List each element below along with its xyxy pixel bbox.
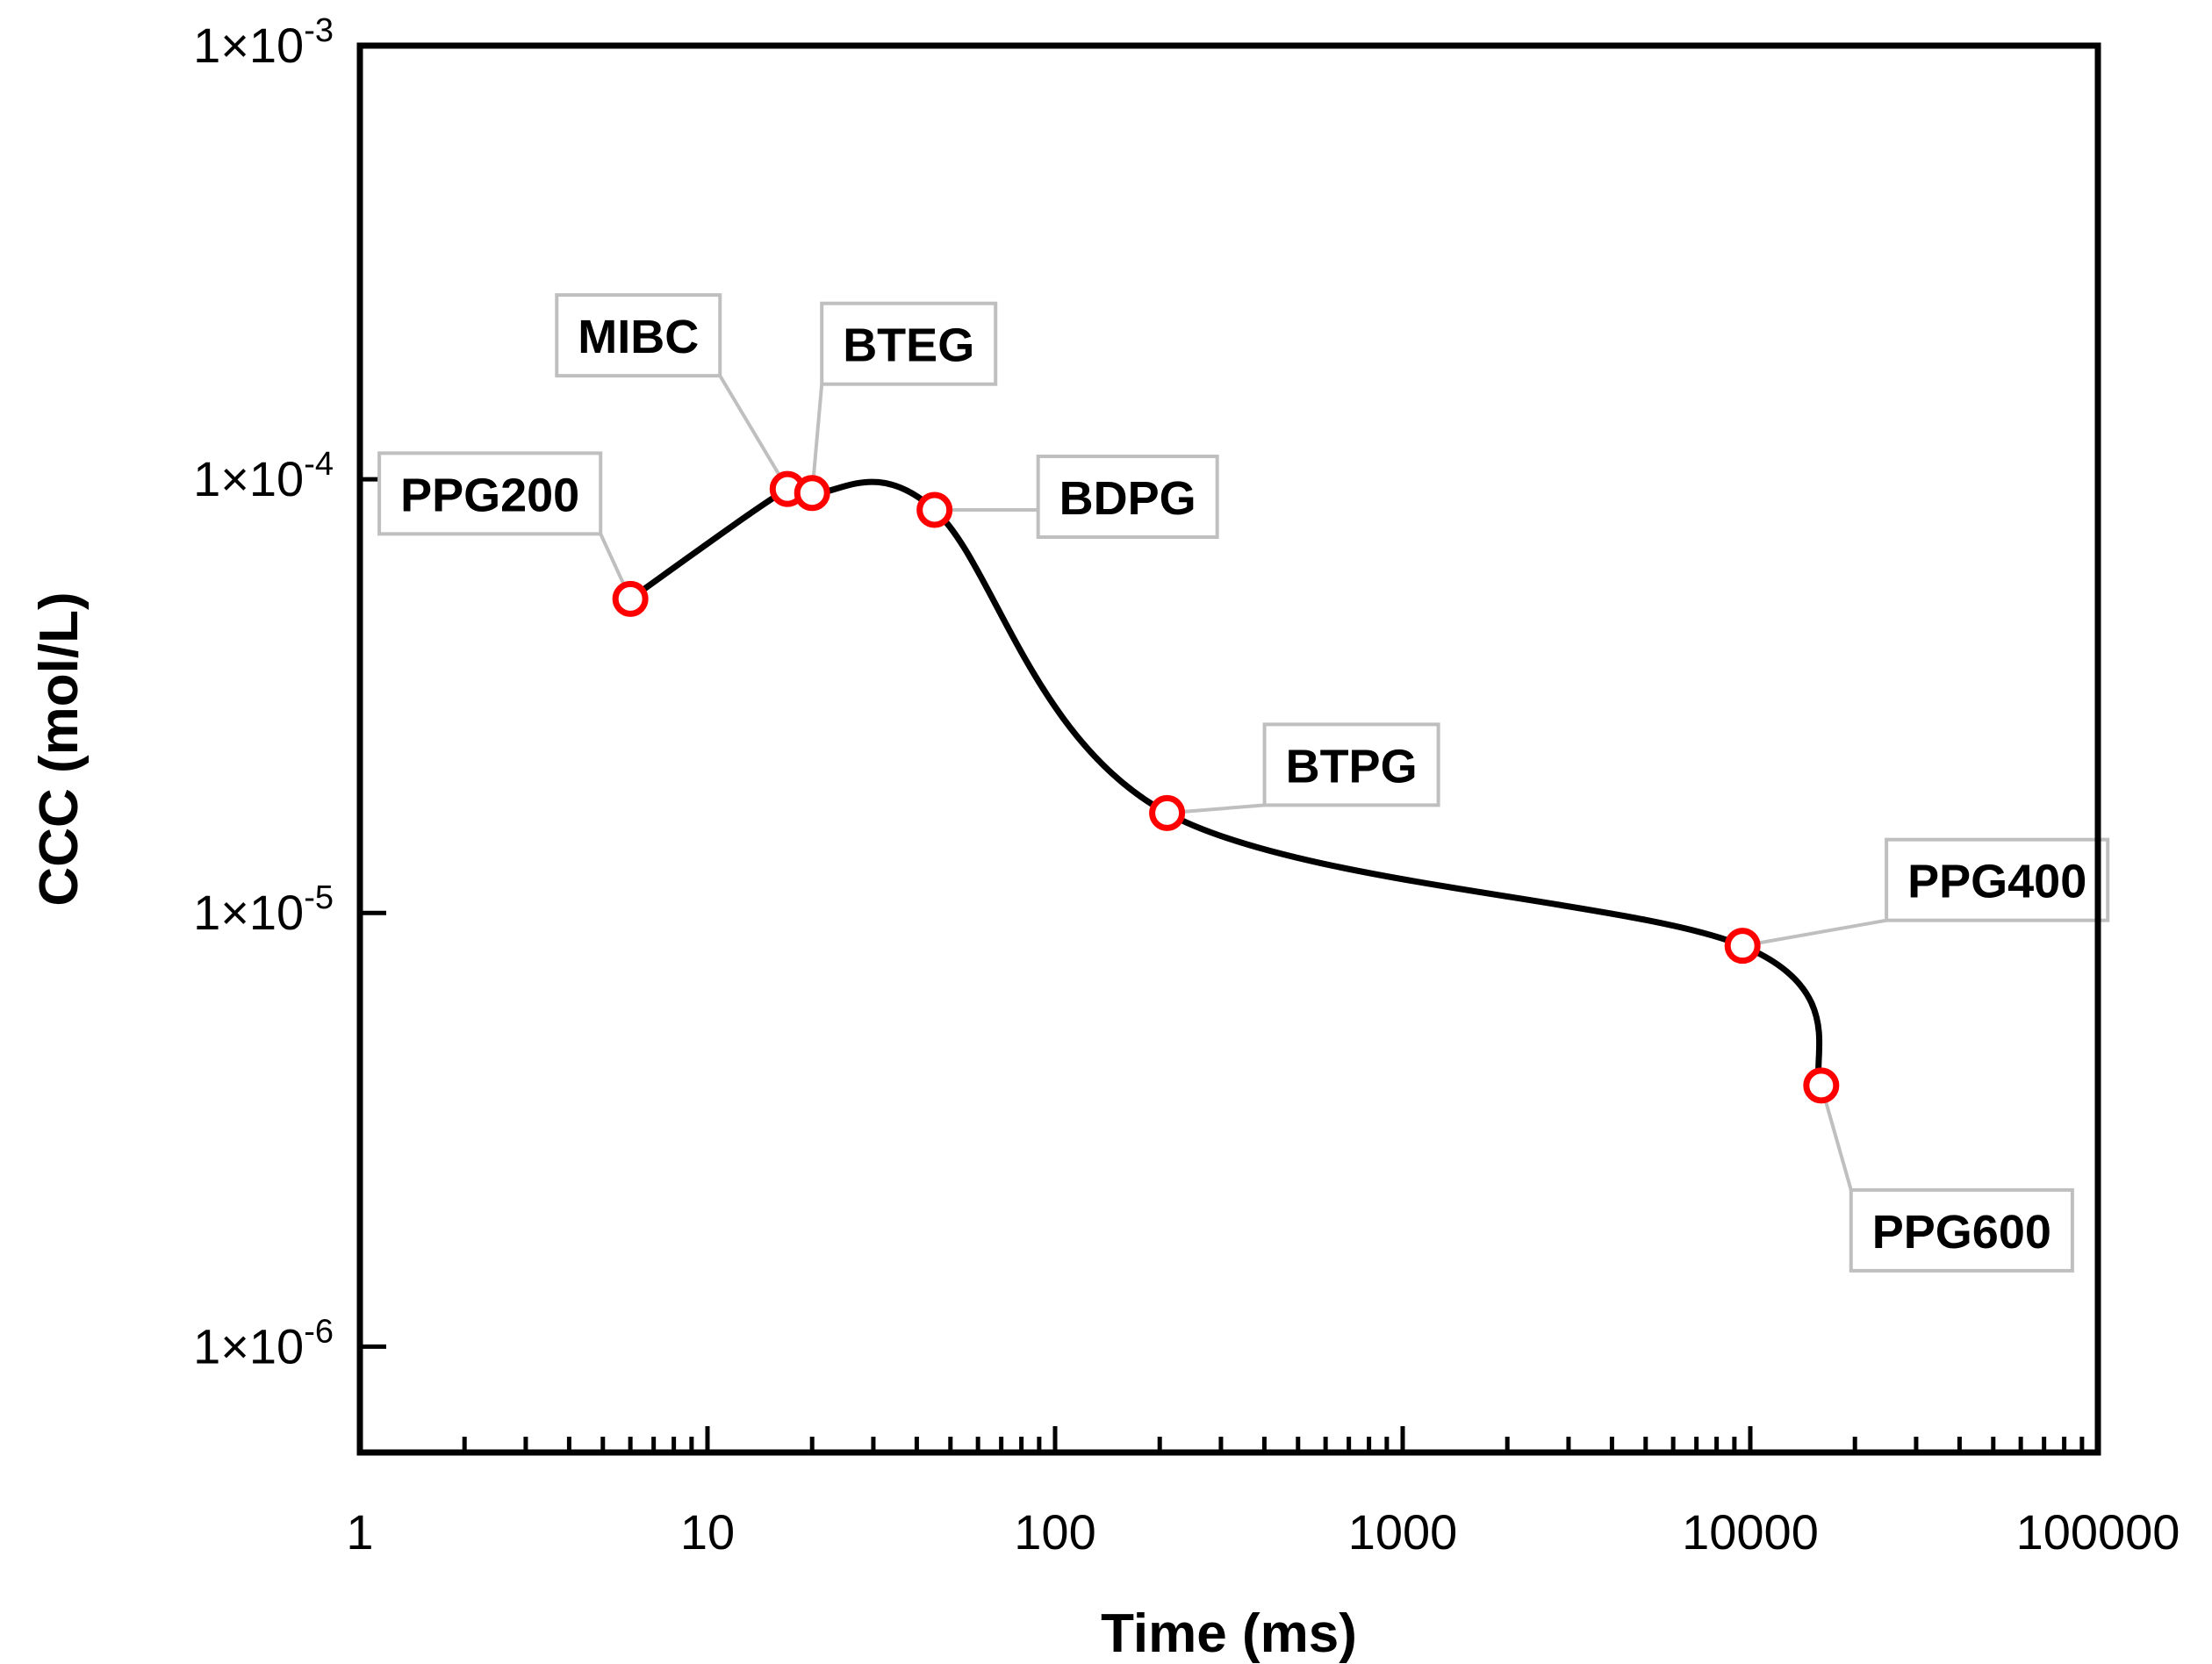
data-label: PPG600 bbox=[1872, 1206, 2051, 1259]
callout-btpg: BTPG bbox=[1167, 722, 1440, 815]
callouts: PPG200 MIBC BTEG BDPG BTPG PPG400 PPG600 bbox=[377, 293, 2110, 1273]
series-line bbox=[628, 478, 1825, 1087]
x-tick-label: 100000 bbox=[2016, 1504, 2180, 1560]
data-label: BDPG bbox=[1059, 472, 1196, 525]
callout-bteg: BTEG bbox=[810, 301, 998, 493]
callout-box bbox=[1036, 454, 1219, 539]
callout-box bbox=[820, 301, 998, 386]
tick-labels: 1 10 100 1000 10000 100000 1×10-3 1×10-4 1×10-5 1… bbox=[193, 12, 2180, 1560]
y-tick-label: 1×10-3 bbox=[193, 12, 334, 73]
y-tick-label: 1×10-4 bbox=[193, 446, 334, 506]
callout-bdpg: BDPG bbox=[934, 454, 1219, 539]
callout-box bbox=[377, 451, 603, 536]
data-point-ppg400 bbox=[1724, 928, 1761, 965]
x-tick-label: 10 bbox=[680, 1504, 735, 1560]
data-label: MIBC bbox=[578, 311, 699, 363]
curve-layer bbox=[628, 478, 1825, 1087]
callout-ppg200: PPG200 bbox=[377, 451, 632, 600]
x-axis-title: Time (ms) bbox=[1101, 1603, 1357, 1664]
plot-area-frame bbox=[356, 42, 2101, 1456]
callout-ppg400: PPG400 bbox=[1742, 837, 2110, 948]
callout-leader bbox=[1742, 918, 1887, 948]
data-markers bbox=[612, 470, 1840, 1104]
data-label: BTEG bbox=[843, 319, 974, 372]
callout-leader bbox=[1819, 1085, 1853, 1191]
callout-box bbox=[1885, 837, 2110, 922]
x-tick-label: 100 bbox=[1014, 1504, 1095, 1560]
data-point-btpg bbox=[1149, 794, 1186, 831]
data-label: PPG400 bbox=[1907, 856, 2086, 908]
y-tick-label: 1×10-6 bbox=[193, 1313, 334, 1374]
callout-mibc: MIBC bbox=[555, 293, 789, 491]
data-label: BTPG bbox=[1286, 740, 1418, 793]
x-tick-label: 10000 bbox=[1682, 1504, 1819, 1560]
callout-box bbox=[1849, 1187, 2074, 1273]
data-point-bteg bbox=[794, 475, 830, 512]
axis-ticks bbox=[360, 43, 2085, 1452]
callout-box bbox=[555, 293, 722, 378]
y-axis-title: CCC (mol/L) bbox=[29, 592, 90, 906]
y-tick-label: 1×10-5 bbox=[193, 879, 334, 940]
data-point-ppg200 bbox=[612, 580, 649, 617]
x-tick-label: 1000 bbox=[1348, 1504, 1458, 1560]
x-tick-label: 1 bbox=[346, 1504, 373, 1560]
callout-box bbox=[1262, 722, 1440, 807]
data-point-bdpg bbox=[916, 491, 953, 528]
callout-leader bbox=[810, 384, 824, 493]
callout-leader bbox=[718, 375, 789, 491]
data-label: PPG200 bbox=[400, 469, 579, 521]
callout-ppg600: PPG600 bbox=[1819, 1085, 2074, 1273]
data-point-ppg600 bbox=[1803, 1067, 1840, 1104]
